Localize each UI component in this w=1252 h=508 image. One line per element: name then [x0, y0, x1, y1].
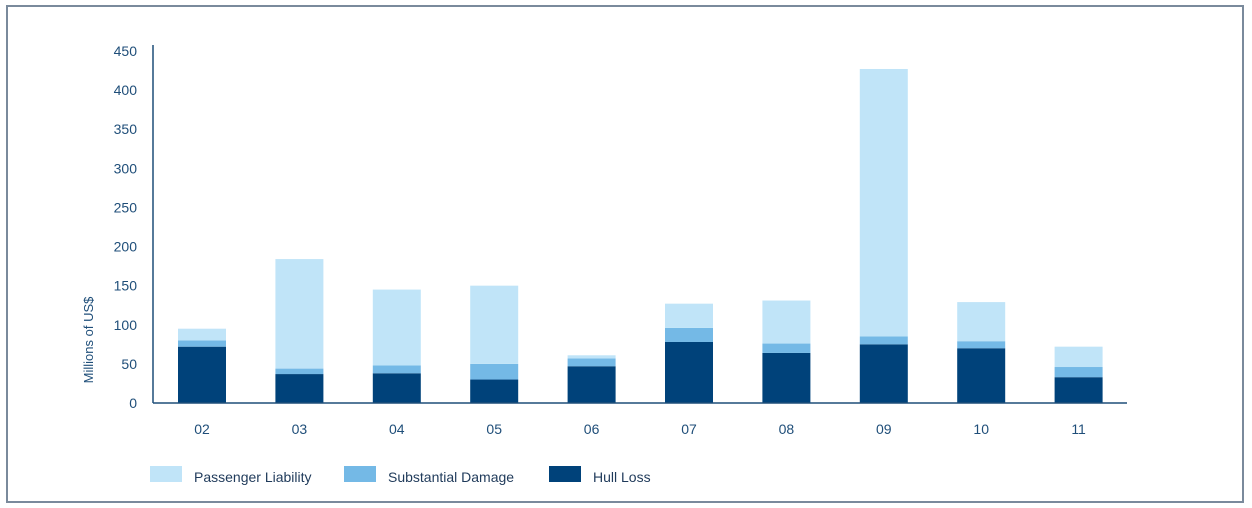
bar-segment: [762, 352, 811, 403]
x-tick-label: 04: [389, 421, 405, 437]
bar-segment: [665, 303, 713, 328]
bar-segment: [665, 327, 713, 342]
bar-segment: [567, 358, 616, 367]
legend-label: Substantial Damage: [388, 469, 514, 485]
bar-segment: [567, 366, 616, 403]
bar-segment: [762, 343, 811, 353]
x-tick-label: 03: [292, 421, 308, 437]
x-tick-label: 06: [584, 421, 600, 437]
bar-segment: [470, 379, 519, 403]
bar-segment: [957, 302, 1006, 342]
bar-segment: [1054, 346, 1103, 368]
bar-segment: [372, 289, 421, 366]
legend-swatch: [549, 466, 581, 482]
bar-segment: [1054, 367, 1103, 378]
y-tick-label: 250: [114, 199, 138, 215]
bar-segment: [1054, 377, 1103, 403]
x-tick-label: 05: [486, 421, 502, 437]
y-axis-title: Millions of US$: [81, 296, 96, 383]
y-tick-label: 200: [114, 239, 138, 255]
bar-segment: [178, 340, 226, 347]
bar-segment: [957, 341, 1006, 349]
y-tick-label: 350: [114, 121, 138, 137]
y-tick-label: 50: [121, 356, 137, 372]
legend-label: Hull Loss: [593, 469, 651, 485]
bar-segment: [275, 374, 324, 403]
x-tick-label: 11: [1071, 421, 1086, 437]
legend-swatch: [150, 466, 182, 482]
bar-segment: [178, 346, 226, 403]
y-tick-label: 100: [114, 317, 138, 333]
bar-segment: [762, 300, 811, 344]
bars-layer: [178, 68, 1103, 403]
x-tick-label: 02: [194, 421, 210, 437]
y-tick-label: 150: [114, 278, 138, 294]
y-tick-labels: 0 50 100 150 200 250 300 350 400 450: [114, 43, 138, 411]
legend-label: Passenger Liability: [194, 469, 312, 485]
bar-segment: [372, 373, 421, 403]
bar-segment: [275, 368, 324, 375]
legend-swatch: [344, 466, 376, 482]
bar-segment: [178, 328, 226, 341]
x-tick-label: 09: [876, 421, 892, 437]
bar-segment: [470, 285, 519, 364]
x-tick-label: 10: [973, 421, 989, 437]
bar-segment: [859, 336, 908, 345]
x-tick-label: 08: [779, 421, 795, 437]
bar-segment: [567, 355, 616, 359]
x-tick-labels: 02 03 04 05 06 07 08 09 10 11: [194, 421, 1086, 437]
y-tick-label: 300: [114, 160, 138, 176]
x-tick-label: 07: [681, 421, 697, 437]
y-tick-label: 0: [129, 395, 137, 411]
y-tick-label: 400: [114, 82, 138, 98]
y-tick-label: 450: [114, 43, 138, 59]
bar-segment: [957, 348, 1006, 403]
bar-segment: [372, 365, 421, 374]
bar-segment: [665, 341, 713, 403]
bar-segment: [275, 259, 324, 369]
bar-segment: [470, 363, 519, 380]
legend: Passenger Liability Substantial Damage Hul…: [150, 466, 651, 485]
bar-segment: [859, 68, 908, 337]
chart-frame: [6, 5, 1244, 503]
bar-segment: [859, 344, 908, 403]
